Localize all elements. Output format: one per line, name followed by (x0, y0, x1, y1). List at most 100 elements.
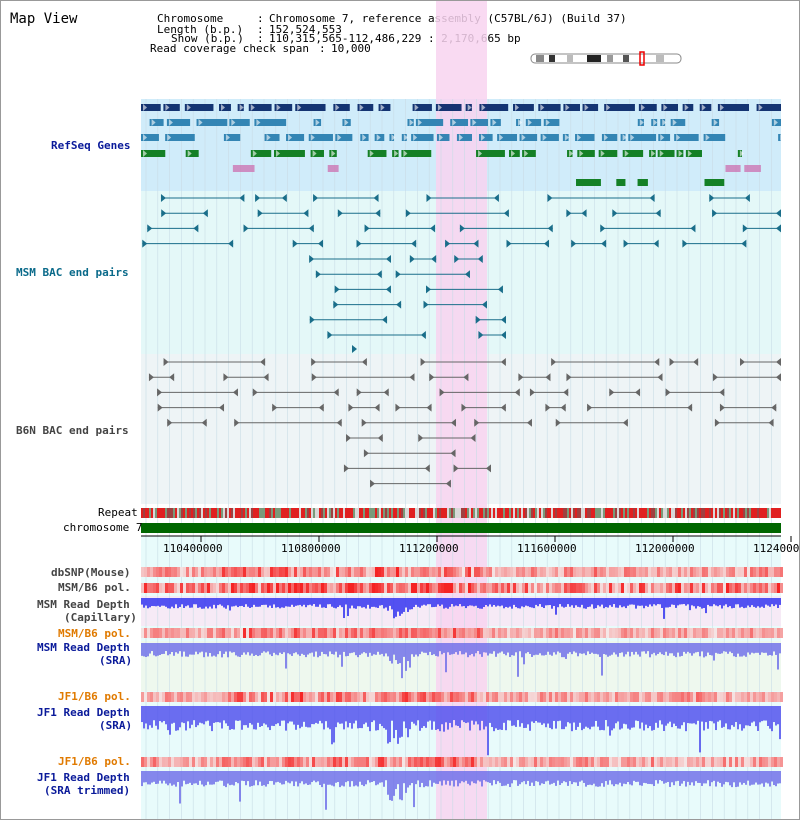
heat-cell (630, 583, 633, 593)
jf1-b6-pol-label-2[interactable]: JF1/B6 pol. (58, 755, 131, 768)
jf1-read-depth-sra-label[interactable]: JF1 Read Depth (37, 706, 130, 719)
heat-cell (666, 583, 669, 593)
depth-bar (483, 598, 485, 608)
heat-cell (387, 567, 390, 577)
heat-cell (474, 757, 477, 767)
heat-cell (159, 692, 162, 702)
gene-strand-arrow (344, 119, 349, 126)
depth-bar (227, 598, 229, 606)
depth-bar (411, 643, 413, 655)
heat-cell (693, 628, 696, 638)
gene-strand-arrow (458, 134, 463, 141)
heat-cell (177, 583, 180, 593)
repeat-cell (557, 508, 559, 518)
gene-feature (670, 119, 686, 126)
bac-end (167, 418, 173, 427)
depth-bar (333, 598, 335, 608)
depth-bar (285, 706, 287, 731)
depth-bar (735, 771, 737, 788)
repeat-cell (561, 508, 563, 518)
msm-read-depth-sra-label[interactable]: MSM Read Depth (37, 641, 130, 654)
depth-bar (491, 706, 493, 728)
heat-cell (594, 567, 597, 577)
depth-bar (605, 706, 607, 721)
depth-bar (633, 706, 635, 728)
depth-bar (143, 643, 145, 657)
heat-cell (243, 628, 246, 638)
depth-bar (673, 706, 675, 724)
depth-bar (655, 598, 657, 606)
repeat-cell (681, 508, 683, 518)
gene-strand-arrow (569, 150, 574, 157)
heat-cell (276, 567, 279, 577)
depth-bar (619, 643, 621, 654)
heat-cell (747, 692, 750, 702)
heat-cell (723, 692, 726, 702)
depth-bar (597, 706, 599, 727)
heat-cell (471, 628, 474, 638)
depth-bar (567, 706, 569, 723)
depth-bar (747, 771, 749, 781)
depth-bar (589, 643, 591, 655)
heat-cell (675, 567, 678, 577)
heat-cell (639, 757, 642, 767)
depth-bar (481, 598, 483, 609)
repeat-cell (195, 508, 197, 518)
heat-cell (699, 567, 702, 577)
depth-bar (653, 771, 655, 787)
dbsnp-track-label[interactable]: dbSNP(Mouse) (51, 566, 131, 579)
jf1-b6-pol-label-1[interactable]: JF1/B6 pol. (58, 690, 131, 703)
depth-bar (243, 598, 245, 608)
repeat-cell (577, 508, 579, 518)
depth-bar (541, 598, 543, 607)
depth-bar (667, 771, 669, 782)
heat-cell (381, 583, 384, 593)
refseq-track-label[interactable]: RefSeq Genes (51, 139, 131, 152)
heat-cell (360, 757, 363, 767)
depth-bar (547, 598, 549, 606)
heat-cell (153, 628, 156, 638)
heat-cell (324, 567, 327, 577)
msm-bac-track-label[interactable]: MSM BAC end pairs (16, 266, 129, 279)
heat-cell (576, 567, 579, 577)
msm-b6-pol-label-1[interactable]: MSM/B6 pol. (58, 581, 131, 594)
depth-bar (291, 643, 293, 656)
depth-bar (259, 771, 261, 782)
repeat-cell (761, 508, 763, 518)
jf1-read-depth-trimmed-label[interactable]: JF1 Read Depth (37, 771, 130, 784)
depth-bar (257, 643, 259, 657)
repeat-cell (771, 508, 773, 518)
depth-bar (621, 643, 623, 653)
gene-strand-arrow (143, 150, 147, 157)
heat-cell (435, 692, 438, 702)
depth-bar (635, 598, 637, 609)
depth-bar (415, 771, 417, 785)
heat-cell (216, 628, 219, 638)
heat-cell (225, 757, 228, 767)
depth-bar (193, 598, 195, 605)
gene-feature (163, 104, 180, 111)
repeat-cell (199, 508, 201, 518)
depth-bar (765, 706, 767, 721)
heat-cell (609, 628, 612, 638)
gene-feature (141, 150, 166, 157)
depth-bar (471, 643, 473, 654)
heat-cell (705, 628, 708, 638)
heat-cell (774, 567, 777, 577)
heat-cell (420, 757, 423, 767)
depth-bar (203, 643, 205, 658)
msm-b6-pol-label-2[interactable]: MSM/B6 pol. (58, 627, 131, 640)
heat-cell (489, 757, 492, 767)
depth-bar (489, 643, 491, 654)
depth-bar (485, 643, 487, 653)
heat-cell (246, 583, 249, 593)
repeat-cell (769, 508, 771, 518)
heat-cell (333, 583, 336, 593)
msm-read-depth-capillary-label[interactable]: MSM Read Depth (37, 598, 130, 611)
bac-end (356, 239, 362, 248)
depth-bar (405, 706, 407, 729)
heat-cell (348, 692, 351, 702)
b6n-bac-track-label[interactable]: B6N BAC end pairs (16, 424, 129, 437)
heat-cell (519, 692, 522, 702)
